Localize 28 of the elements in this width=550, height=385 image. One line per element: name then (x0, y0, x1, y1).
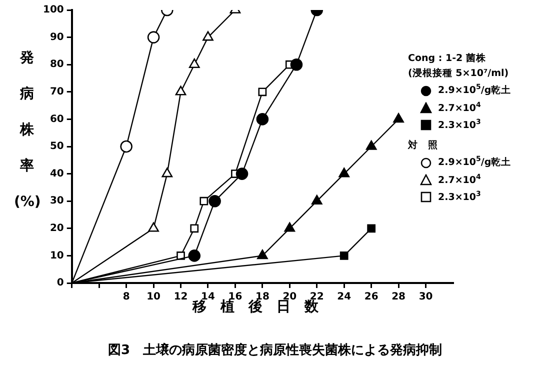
x-tick-label: 26 (364, 292, 378, 303)
x-tick-label: 28 (392, 292, 406, 303)
y-tick-label: 20 (50, 222, 64, 234)
x-tick-label: 24 (337, 292, 352, 303)
y-tick-label: 100 (43, 4, 64, 16)
text: 図3 土壌の病原菌密度と病原性喪失菌株による発病抑制 (106, 342, 444, 359)
annotation: 対 照 (408, 139, 439, 152)
x-tick-label: 10 (146, 292, 161, 303)
y-tick-label: 70 (50, 86, 64, 98)
y-tick-label: 80 (50, 59, 64, 70)
legend-label: 2.9×10$^{5}$/g乾土 (438, 155, 512, 170)
y-tick-label: 0 (56, 278, 64, 289)
legend-label: 2.3×10$^{3}$ (438, 118, 481, 132)
text: 発病株率(%) (14, 50, 41, 210)
x-tick-label: 8 (122, 292, 130, 303)
legend-label: 2.3×10$^{3}$ (438, 190, 481, 204)
x-tick-label: 12 (174, 292, 188, 303)
y-tick-label: 40 (50, 168, 64, 180)
legend-title: Cong : 1-2 菌株 (浸根接種 5×10⁷/ml) (408, 52, 510, 80)
legend-label: 2.7×10$^{4}$ (438, 172, 481, 186)
y-tick-label: 60 (50, 114, 64, 125)
y-tick-label: 50 (50, 141, 64, 152)
legend-label: 2.7×10$^{4}$ (438, 100, 481, 114)
x-tick-label: 30 (418, 292, 433, 303)
legend-label: 2.9×10$^{5}$/g乾土 (438, 83, 512, 98)
y-tick-label: 30 (50, 196, 64, 207)
y-tick-label: 10 (50, 250, 64, 262)
y-tick-label: 90 (50, 32, 64, 43)
